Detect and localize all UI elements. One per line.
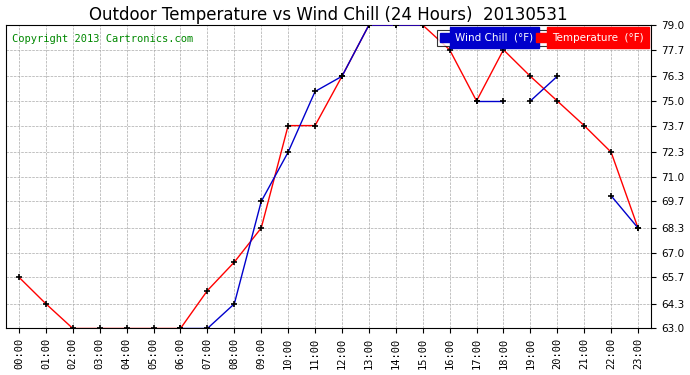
Legend: Wind Chill  (°F), Temperature  (°F): Wind Chill (°F), Temperature (°F): [437, 30, 647, 45]
Title: Outdoor Temperature vs Wind Chill (24 Hours)  20130531: Outdoor Temperature vs Wind Chill (24 Ho…: [89, 6, 568, 24]
Text: Copyright 2013 Cartronics.com: Copyright 2013 Cartronics.com: [12, 34, 193, 44]
